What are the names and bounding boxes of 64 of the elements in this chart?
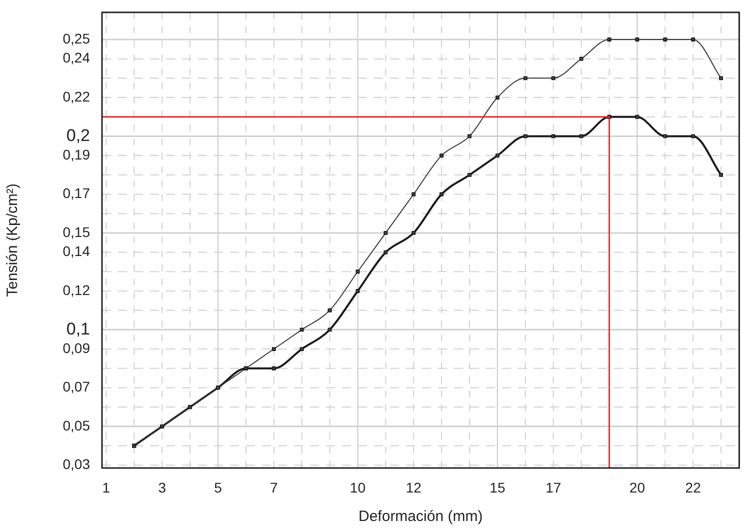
point bbox=[272, 366, 276, 370]
point bbox=[356, 270, 360, 274]
point bbox=[160, 424, 164, 428]
point bbox=[496, 96, 500, 100]
point bbox=[412, 230, 416, 235]
x-tick-label: 15 bbox=[490, 479, 506, 496]
point bbox=[468, 172, 472, 177]
x-tick-label: 17 bbox=[546, 479, 562, 496]
point bbox=[691, 134, 696, 138]
y-tick-label: 0,2 bbox=[66, 126, 90, 145]
point bbox=[132, 444, 136, 448]
point bbox=[468, 134, 472, 138]
point bbox=[523, 76, 528, 80]
point bbox=[328, 328, 332, 332]
y-tick-label: 0,17 bbox=[62, 185, 90, 202]
y-tick-label: 0,03 bbox=[62, 456, 90, 472]
point bbox=[663, 38, 668, 42]
x-tick-label: 22 bbox=[685, 479, 702, 496]
x-tick-label: 3 bbox=[158, 479, 166, 496]
y-tick-label: 0,12 bbox=[62, 282, 90, 298]
y-axis-title: Tensión (Kp/cm²) bbox=[4, 184, 22, 297]
point bbox=[719, 76, 723, 80]
y-tick-label: 0,15 bbox=[62, 224, 90, 240]
point bbox=[216, 386, 220, 390]
x-axis-title: Deformación (mm) bbox=[358, 508, 483, 526]
point bbox=[523, 134, 528, 138]
point bbox=[300, 328, 304, 332]
x-tick-label: 20 bbox=[629, 479, 646, 496]
x-tick-label: 7 bbox=[270, 479, 278, 496]
point bbox=[607, 38, 612, 42]
x-tick-label: 10 bbox=[350, 479, 366, 496]
point bbox=[663, 134, 668, 138]
point bbox=[691, 38, 696, 42]
y-tick-label: 0,1 bbox=[66, 319, 90, 338]
y-tick-label: 0,19 bbox=[62, 146, 90, 162]
point bbox=[188, 405, 192, 410]
y-tick-label: 0,25 bbox=[62, 30, 90, 46]
y-tick-label: 0,07 bbox=[62, 378, 90, 395]
point bbox=[579, 56, 584, 61]
point bbox=[356, 289, 360, 293]
x-tick-label: 1 bbox=[102, 479, 110, 496]
point bbox=[496, 154, 500, 158]
point bbox=[244, 366, 248, 370]
point bbox=[719, 172, 723, 177]
point bbox=[412, 192, 416, 196]
point bbox=[328, 308, 332, 312]
point bbox=[579, 134, 584, 138]
point bbox=[272, 347, 276, 351]
y-tick-label: 0,05 bbox=[62, 417, 90, 434]
point bbox=[635, 114, 640, 119]
point bbox=[440, 192, 444, 196]
point bbox=[551, 76, 556, 80]
point bbox=[635, 38, 640, 42]
point bbox=[440, 154, 444, 158]
point bbox=[551, 134, 556, 138]
y-tick-label: 0,09 bbox=[62, 340, 90, 356]
y-tick-label: 0,22 bbox=[62, 88, 90, 104]
x-tick-label: 5 bbox=[214, 479, 222, 496]
x-tick-label: 12 bbox=[406, 479, 422, 496]
point bbox=[384, 250, 388, 254]
point bbox=[300, 347, 304, 351]
point bbox=[384, 230, 388, 235]
y-tick-label: 0,24 bbox=[62, 50, 90, 66]
y-tick-label: 0,14 bbox=[62, 243, 90, 260]
